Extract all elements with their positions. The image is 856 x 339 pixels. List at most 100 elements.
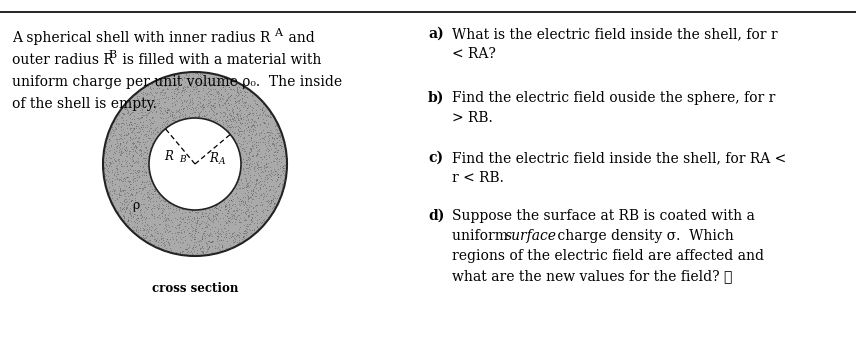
Point <box>244 117 258 122</box>
Point <box>116 112 130 117</box>
Point <box>233 202 247 208</box>
Point <box>149 238 163 244</box>
Point <box>169 224 182 229</box>
Point <box>265 111 279 117</box>
Point <box>232 181 246 187</box>
Point <box>273 131 287 136</box>
Point <box>157 225 170 231</box>
Point <box>107 156 121 161</box>
Point <box>237 102 251 108</box>
Point <box>181 213 195 218</box>
Point <box>123 111 137 116</box>
Point <box>196 249 210 254</box>
Point <box>120 153 134 159</box>
Point <box>117 218 131 223</box>
Point <box>155 108 169 113</box>
Point <box>203 239 217 244</box>
Point <box>163 200 176 205</box>
Point <box>115 187 128 193</box>
Point <box>126 167 140 173</box>
Point <box>146 191 160 197</box>
Point <box>251 164 265 170</box>
Point <box>130 96 144 101</box>
Point <box>230 88 244 94</box>
Point <box>184 69 198 75</box>
Point <box>237 172 251 177</box>
Point <box>229 99 243 104</box>
Point <box>205 102 218 107</box>
Point <box>238 228 252 233</box>
Point <box>215 243 229 249</box>
Point <box>259 185 273 191</box>
Point <box>158 199 172 204</box>
Text: < RA?: < RA? <box>452 47 496 61</box>
Point <box>160 107 174 112</box>
Point <box>138 168 152 174</box>
Point <box>260 113 274 118</box>
Point <box>259 147 272 152</box>
Point <box>249 193 263 199</box>
Point <box>202 216 216 222</box>
Point <box>240 108 253 113</box>
Point <box>261 175 275 181</box>
Point <box>237 159 251 164</box>
Point <box>197 230 211 235</box>
Point <box>177 220 191 225</box>
Point <box>105 133 119 138</box>
Point <box>247 112 260 118</box>
Point <box>187 227 201 232</box>
Point <box>233 133 247 138</box>
Point <box>110 192 123 197</box>
Point <box>140 91 153 96</box>
Point <box>223 116 236 122</box>
Point <box>143 122 157 127</box>
Point <box>259 199 273 204</box>
Point <box>259 162 273 167</box>
Point <box>226 213 240 218</box>
Point <box>123 181 137 186</box>
Text: Find the electric field inside the shell, for RA <: Find the electric field inside the shell… <box>452 151 787 165</box>
Point <box>230 213 244 218</box>
Point <box>202 211 216 216</box>
Point <box>131 103 145 108</box>
Point <box>250 176 264 182</box>
Point <box>150 124 163 129</box>
Point <box>237 88 251 94</box>
Point <box>116 206 129 211</box>
Point <box>166 75 180 80</box>
Point <box>189 239 203 244</box>
Point <box>223 117 236 123</box>
Point <box>114 208 128 214</box>
Point <box>130 138 144 143</box>
Point <box>140 112 154 117</box>
Point <box>231 92 245 98</box>
Point <box>232 91 246 97</box>
Point <box>133 174 146 179</box>
Point <box>231 115 245 120</box>
Point <box>271 131 285 136</box>
Point <box>276 148 289 154</box>
Point <box>245 110 259 116</box>
Point <box>241 183 254 188</box>
Point <box>185 88 199 94</box>
Point <box>124 182 138 187</box>
Point <box>236 166 250 172</box>
Point <box>121 189 134 195</box>
Point <box>136 164 150 170</box>
Point <box>159 218 173 223</box>
Point <box>212 104 226 110</box>
Point <box>217 77 230 82</box>
Point <box>240 127 253 132</box>
Point <box>184 223 198 229</box>
Point <box>213 250 227 255</box>
Point <box>187 245 201 250</box>
Point <box>134 115 148 121</box>
Point <box>165 234 179 240</box>
Point <box>142 117 156 122</box>
Point <box>255 202 269 207</box>
Point <box>165 223 179 228</box>
Point <box>210 111 223 117</box>
Point <box>142 164 156 170</box>
Point <box>197 106 211 112</box>
Point <box>154 233 168 238</box>
